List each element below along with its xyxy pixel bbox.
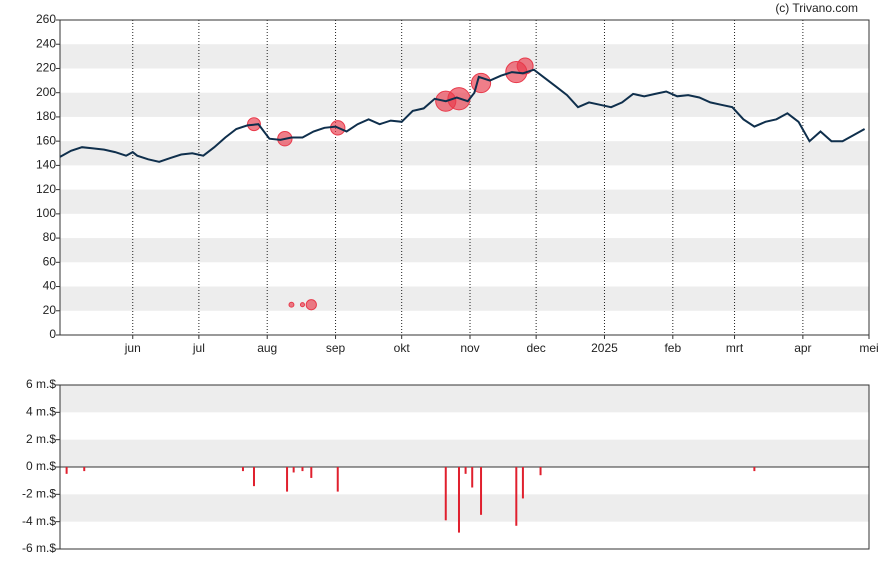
x-tick-label: dec	[526, 341, 545, 355]
bar	[310, 467, 313, 478]
x-tick-label: apr	[794, 341, 811, 355]
bar	[83, 467, 86, 472]
x-tick-label: nov	[460, 341, 479, 355]
bar	[65, 467, 68, 474]
bar	[301, 467, 304, 472]
grid-band	[60, 286, 869, 311]
bar	[464, 467, 467, 474]
y-tick-label: 0	[49, 327, 56, 341]
bar	[471, 467, 474, 488]
price-line	[59, 68, 866, 163]
bar	[480, 467, 483, 515]
x-tick-label: sep	[326, 341, 346, 355]
bar	[444, 467, 447, 521]
x-tick-label: mrt	[726, 341, 744, 355]
bar	[539, 467, 542, 476]
y-tick-label: 180	[36, 109, 56, 123]
trade-bubble	[305, 299, 317, 311]
x-tick-label: feb	[664, 341, 681, 355]
bar	[753, 467, 756, 472]
trade-bubble	[288, 301, 295, 308]
y-tick-label: 220	[36, 61, 56, 75]
x-tick-label: jun	[124, 341, 141, 355]
y-tick-label: 120	[36, 182, 56, 196]
y-tick-label: 2 m.$	[26, 432, 56, 446]
trade-bubble	[516, 57, 534, 75]
y-tick-label: 80	[43, 230, 57, 244]
y-tick-label: 4 m.$	[26, 405, 56, 419]
y-tick-label: 160	[36, 133, 56, 147]
y-tick-label: 0 m.$	[26, 459, 56, 473]
y-tick-label: 20	[43, 303, 57, 317]
plot-frame	[59, 384, 870, 550]
y-tick-label: 100	[36, 206, 56, 220]
grid-band	[60, 141, 869, 166]
bar	[336, 467, 339, 492]
x-tick-label: aug	[257, 341, 277, 355]
x-tick-label: okt	[394, 341, 411, 355]
y-tick-label: 60	[43, 254, 57, 268]
y-tick-label: 260	[36, 12, 56, 26]
grid-band	[60, 44, 869, 69]
x-tick-label: mei	[859, 341, 878, 355]
watermark: (c) Trivano.com	[775, 1, 858, 15]
bar	[286, 467, 289, 492]
grid-band	[60, 238, 869, 263]
y-tick-label: 6 m.$	[26, 377, 56, 391]
grid-band	[60, 385, 869, 413]
y-tick-label: 200	[36, 85, 56, 99]
plot-frame	[59, 19, 870, 336]
y-tick-label: 40	[43, 279, 57, 293]
y-tick-label: -4 m.$	[22, 514, 56, 528]
y-tick-label: -6 m.$	[22, 541, 56, 555]
bar	[241, 467, 244, 472]
y-tick-label: -2 m.$	[22, 487, 56, 501]
grid-band	[60, 189, 869, 214]
bar	[457, 467, 460, 533]
bar	[515, 467, 518, 526]
grid-band	[60, 439, 869, 467]
y-tick-label: 240	[36, 36, 56, 50]
grid-band	[60, 494, 869, 522]
trade-bubble	[299, 302, 306, 308]
x-tick-label: 2025	[591, 341, 618, 355]
y-tick-label: 140	[36, 158, 56, 172]
bar	[521, 467, 524, 499]
x-tick-label: jul	[192, 341, 205, 355]
bar	[252, 467, 255, 487]
bar	[292, 467, 295, 473]
